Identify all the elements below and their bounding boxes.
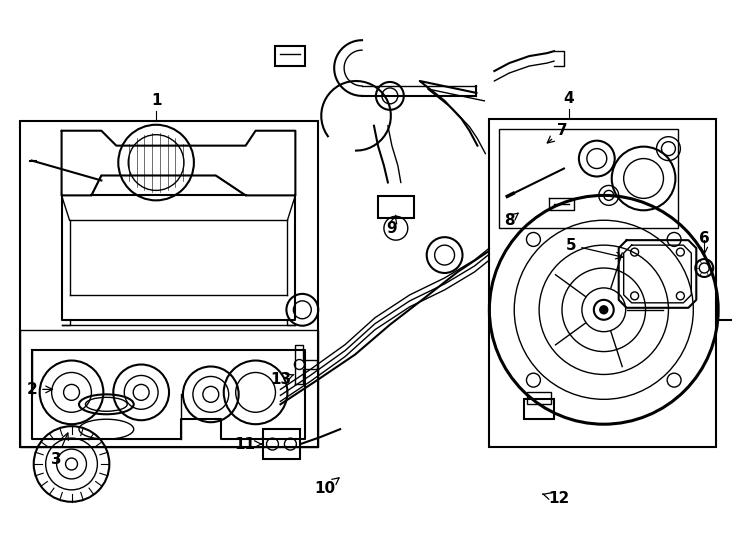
Bar	[490, 119, 716, 447]
Bar	[275, 46, 305, 66]
Text: 12: 12	[543, 491, 570, 507]
Bar	[263, 429, 300, 459]
Bar	[499, 129, 678, 228]
Text: 10: 10	[315, 478, 339, 496]
Bar	[527, 393, 551, 404]
Text: 13: 13	[270, 372, 294, 387]
Text: 6: 6	[699, 231, 710, 254]
Text: 3: 3	[51, 433, 68, 467]
Text: 5: 5	[566, 238, 622, 259]
Text: 4: 4	[564, 91, 574, 106]
Text: 8: 8	[504, 213, 518, 228]
Bar	[524, 400, 554, 419]
Circle shape	[600, 306, 608, 314]
Text: 9: 9	[387, 215, 397, 236]
Bar	[20, 121, 319, 447]
Text: 11: 11	[234, 437, 261, 451]
Bar	[20, 330, 319, 447]
Text: 1: 1	[151, 93, 161, 109]
Bar	[378, 197, 414, 218]
Text: 7: 7	[548, 123, 567, 143]
Text: 2: 2	[26, 382, 52, 397]
